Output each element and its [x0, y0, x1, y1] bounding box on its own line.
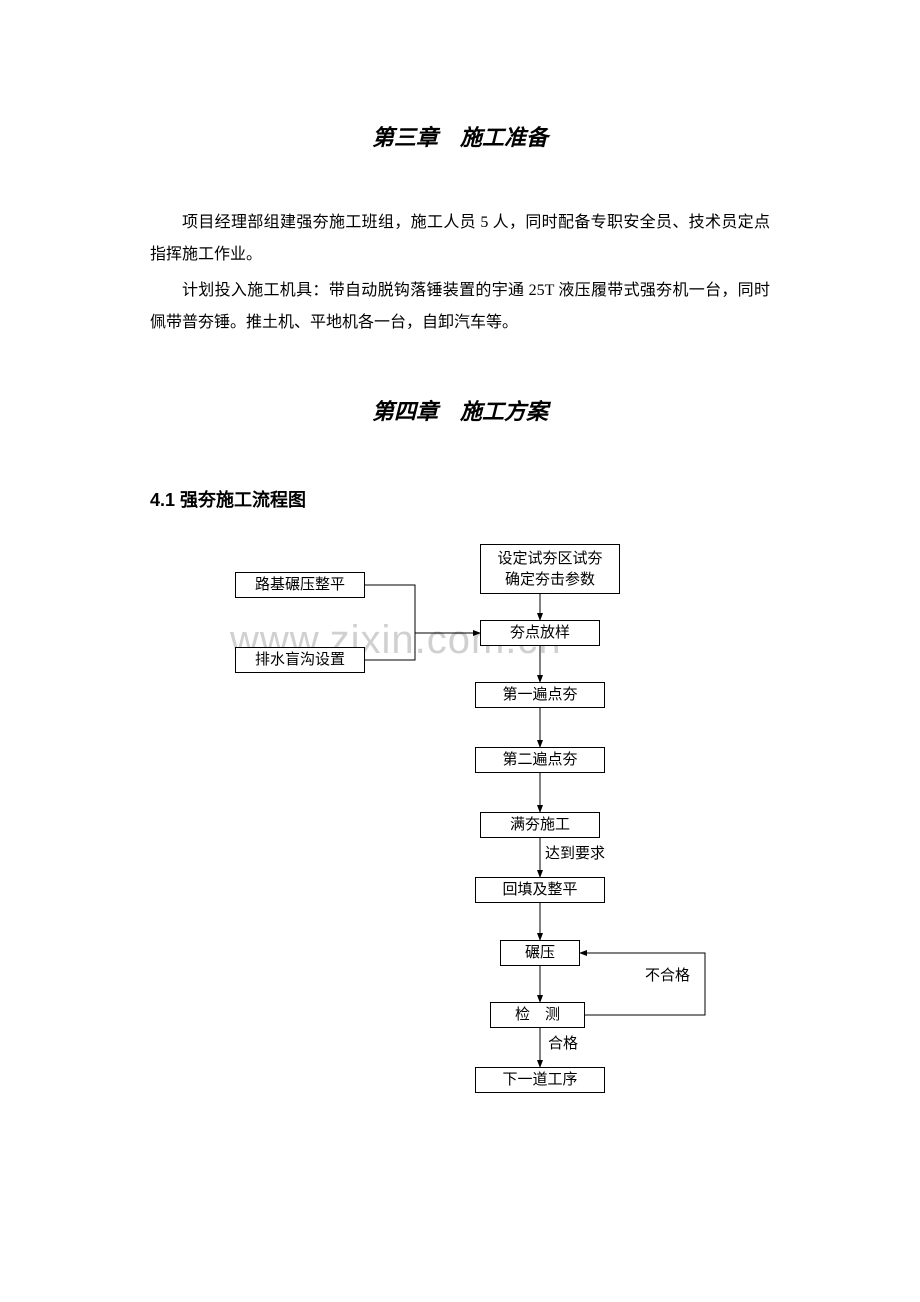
flowchart-edge-1	[365, 633, 415, 660]
flowchart-node-n6: 碾压	[500, 940, 580, 966]
flowchart-node-n8: 下一道工序	[475, 1067, 605, 1093]
flowchart-node-n7: 检 测	[490, 1002, 585, 1028]
flowchart-node-n3: 第二遍点夯	[475, 747, 605, 773]
flowchart-connectors	[150, 542, 770, 1102]
flowchart-node-top_right: 设定试夯区试夯确定夯击参数	[480, 544, 620, 594]
flowchart-edge-0	[365, 585, 415, 633]
flowchart-container: 路基碾压整平排水盲沟设置 设定试夯区试夯确定夯击参数夯点放样第一遍点夯第二遍点夯满…	[150, 542, 770, 1102]
chapter4-title: 第四章 施工方案	[150, 394, 770, 426]
section-4-1-title: 4.1 强夯施工流程图	[150, 486, 770, 512]
flowchart-node-n2: 第一遍点夯	[475, 682, 605, 708]
chapter3-title: 第三章 施工准备	[150, 120, 770, 152]
flowchart-node-n5: 回填及整平	[475, 877, 605, 903]
flowchart-node-n4: 满夯施工	[480, 812, 600, 838]
flowchart-node-n1: 夯点放样	[480, 620, 600, 646]
chapter3-para2: 计划投入施工机具：带自动脱钩落锤装置的宇通 25T 液压履带式强夯机一台，同时佩…	[150, 275, 770, 339]
chapter3-para1: 项目经理部组建强夯施工班组，施工人员 5 人，同时配备专职安全员、技术员定点指挥…	[150, 207, 770, 271]
flowchart-node-left2: 排水盲沟设置	[235, 647, 365, 673]
flowchart-node-left1: 路基碾压整平	[235, 572, 365, 598]
flowchart-label-pass: 合格	[548, 1032, 578, 1053]
flowchart-label-req: 达到要求	[545, 842, 605, 863]
flowchart-label-fail: 不合格	[645, 964, 690, 985]
